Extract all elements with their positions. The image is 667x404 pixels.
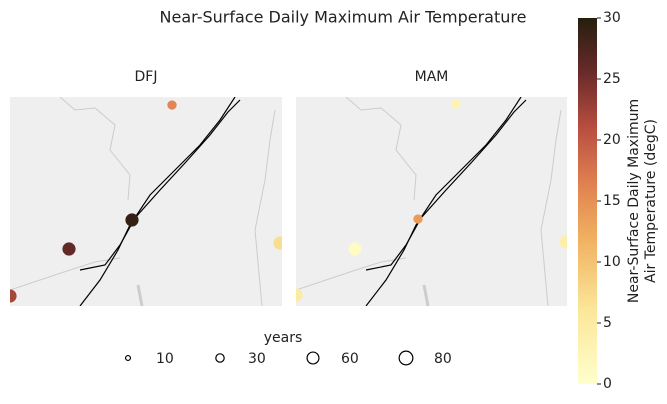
station-point: [348, 242, 362, 256]
station-point: [10, 289, 17, 303]
station-point: [167, 100, 177, 110]
station-point: [413, 214, 423, 224]
panel-title: DFJ: [135, 69, 158, 85]
size-legend-marker: [215, 353, 225, 363]
colorbar-tick-label: 0: [603, 376, 612, 392]
size-legend-title: years: [264, 330, 303, 346]
station-point: [296, 288, 303, 302]
chart-title: Near-Surface Daily Maximum Air Temperatu…: [160, 8, 527, 27]
colorbar-tick-label: 20: [603, 132, 621, 148]
colorbar-label: Air Temperature (degC): [643, 119, 659, 283]
size-legend-marker: [124, 354, 132, 362]
colorbar-tick-label: 10: [603, 254, 621, 270]
colorbar-tick-label: 5: [603, 315, 612, 331]
size-legend-label: 30: [248, 351, 266, 367]
size-legend-label: 80: [434, 351, 452, 367]
stations: [10, 100, 282, 303]
colorbar-tick-label: 25: [603, 71, 621, 87]
station-point: [273, 236, 282, 250]
station-point: [125, 213, 139, 227]
colorbar-label: Near-Surface Daily Maximum: [626, 99, 642, 303]
size-legend-marker: [306, 351, 320, 365]
station-point: [559, 235, 567, 249]
size-legend-marker: [398, 350, 414, 366]
colorbar: [578, 18, 597, 384]
station-point: [62, 242, 76, 256]
colorbar-tick-label: 15: [603, 193, 621, 209]
colorbar-tick-label: 30: [603, 10, 621, 26]
panel-title: MAM: [415, 69, 449, 85]
map-base: [10, 97, 567, 306]
size-legend-label: 60: [341, 351, 359, 367]
stations: [296, 99, 567, 302]
size-legend-label: 10: [156, 351, 174, 367]
station-point: [451, 99, 461, 109]
